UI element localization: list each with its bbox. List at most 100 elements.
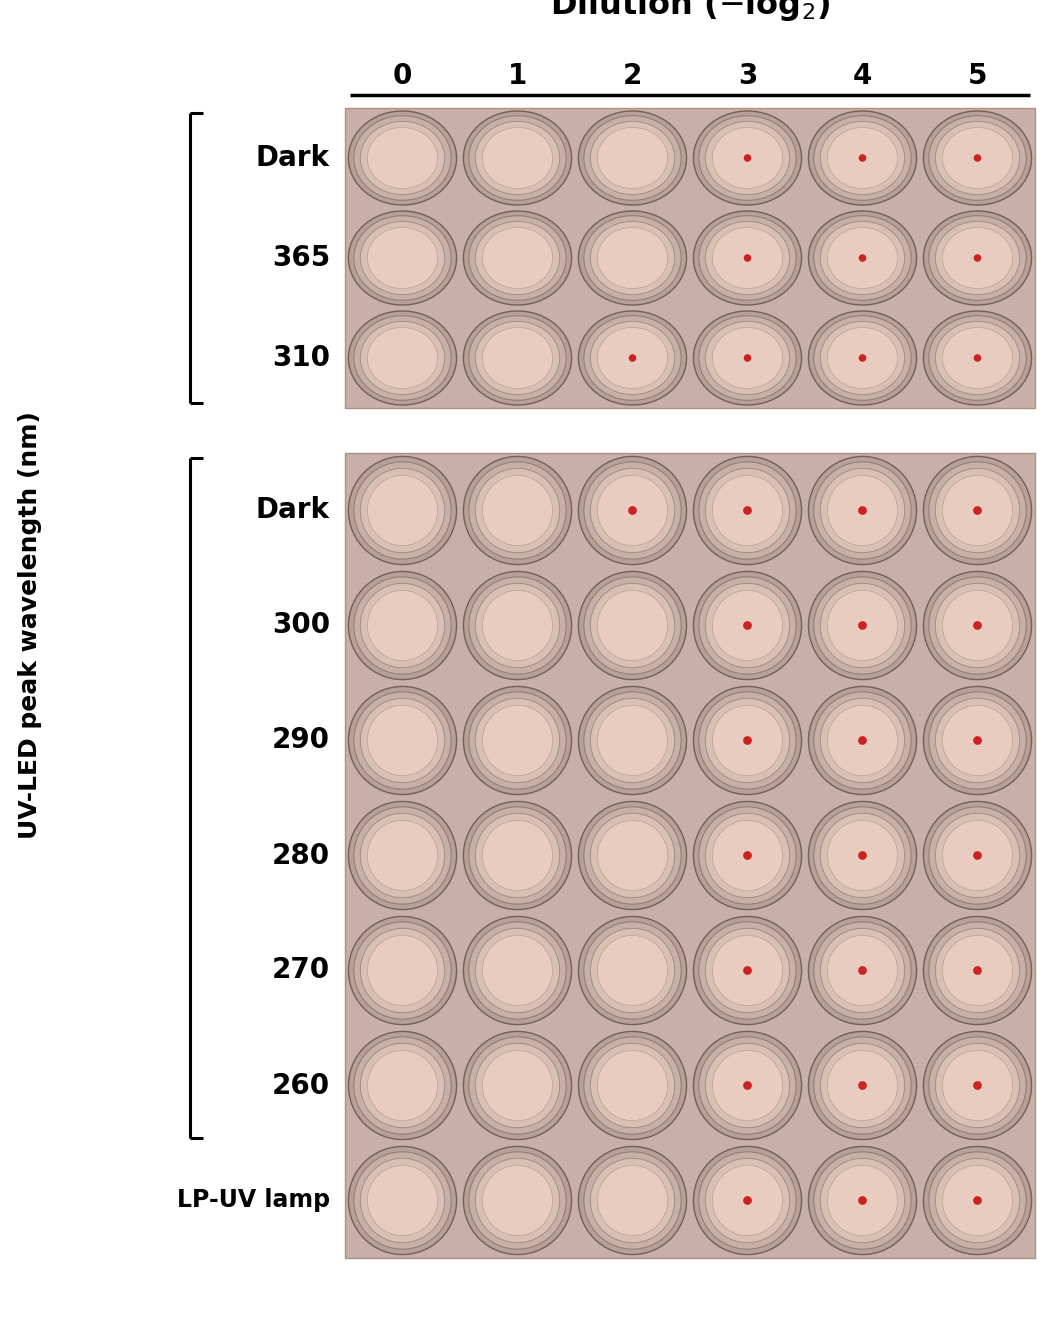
Ellipse shape [597, 1050, 667, 1120]
Ellipse shape [713, 476, 783, 546]
Ellipse shape [929, 807, 1026, 904]
Ellipse shape [597, 820, 667, 891]
Ellipse shape [808, 1032, 916, 1140]
Ellipse shape [821, 928, 904, 1012]
Ellipse shape [354, 1037, 451, 1135]
Ellipse shape [821, 699, 904, 783]
Ellipse shape [943, 1050, 1012, 1120]
Ellipse shape [354, 316, 451, 401]
Circle shape [629, 355, 636, 362]
Ellipse shape [929, 577, 1026, 673]
Ellipse shape [590, 699, 675, 783]
Ellipse shape [469, 461, 567, 559]
Ellipse shape [935, 221, 1020, 295]
Ellipse shape [578, 572, 686, 680]
Ellipse shape [827, 705, 898, 775]
Ellipse shape [584, 921, 681, 1019]
Ellipse shape [827, 228, 898, 289]
Text: 0: 0 [393, 62, 412, 90]
Ellipse shape [705, 221, 790, 295]
Ellipse shape [590, 322, 675, 394]
Ellipse shape [482, 705, 553, 775]
Ellipse shape [469, 577, 567, 673]
Ellipse shape [584, 1152, 681, 1249]
Ellipse shape [597, 476, 667, 546]
Ellipse shape [597, 128, 667, 188]
Ellipse shape [597, 327, 667, 389]
Ellipse shape [821, 121, 904, 195]
Ellipse shape [482, 936, 553, 1006]
Ellipse shape [578, 801, 686, 909]
Ellipse shape [929, 692, 1026, 789]
Ellipse shape [475, 322, 559, 394]
Ellipse shape [808, 311, 916, 405]
Ellipse shape [827, 936, 898, 1006]
Ellipse shape [814, 807, 911, 904]
Circle shape [973, 966, 982, 975]
Ellipse shape [354, 1152, 451, 1249]
Text: UV-LED peak wavelength (nm): UV-LED peak wavelength (nm) [18, 411, 42, 840]
Ellipse shape [705, 813, 790, 898]
Ellipse shape [935, 468, 1020, 552]
Ellipse shape [694, 211, 802, 304]
Text: 260: 260 [272, 1072, 330, 1099]
Circle shape [628, 506, 636, 515]
Ellipse shape [694, 916, 802, 1024]
Ellipse shape [590, 584, 675, 668]
Ellipse shape [482, 1165, 553, 1236]
Ellipse shape [348, 572, 456, 680]
Ellipse shape [713, 1050, 783, 1120]
Ellipse shape [475, 1044, 559, 1128]
Ellipse shape [705, 322, 790, 394]
Circle shape [858, 851, 867, 859]
Ellipse shape [584, 461, 681, 559]
Ellipse shape [705, 1044, 790, 1128]
Ellipse shape [367, 820, 437, 891]
Circle shape [973, 851, 982, 859]
Ellipse shape [935, 1044, 1020, 1128]
Ellipse shape [590, 468, 675, 552]
Ellipse shape [475, 928, 559, 1012]
Ellipse shape [348, 801, 456, 909]
Ellipse shape [475, 468, 559, 552]
Ellipse shape [367, 936, 437, 1006]
Ellipse shape [923, 572, 1031, 680]
Text: Dilution ($-$log$_2$): Dilution ($-$log$_2$) [550, 0, 830, 22]
Ellipse shape [360, 221, 445, 295]
Ellipse shape [923, 111, 1031, 206]
Ellipse shape [354, 921, 451, 1019]
Ellipse shape [464, 572, 572, 680]
Ellipse shape [367, 128, 437, 188]
Ellipse shape [590, 1044, 675, 1128]
Circle shape [743, 1081, 752, 1090]
Ellipse shape [929, 316, 1026, 401]
Circle shape [859, 154, 866, 162]
Ellipse shape [694, 572, 802, 680]
Ellipse shape [348, 1147, 456, 1255]
Bar [345, 453, 1035, 1257]
Ellipse shape [821, 221, 904, 295]
Ellipse shape [584, 316, 681, 401]
Ellipse shape [354, 461, 451, 559]
Circle shape [858, 506, 867, 515]
Ellipse shape [469, 807, 567, 904]
Ellipse shape [694, 801, 802, 909]
Text: LP-UV lamp: LP-UV lamp [177, 1189, 330, 1213]
Ellipse shape [469, 316, 567, 401]
Ellipse shape [808, 1147, 916, 1255]
Ellipse shape [808, 211, 916, 304]
Ellipse shape [713, 590, 783, 660]
Ellipse shape [482, 1050, 553, 1120]
Ellipse shape [464, 1032, 572, 1140]
Ellipse shape [354, 216, 451, 301]
Ellipse shape [808, 801, 916, 909]
Circle shape [743, 851, 752, 859]
Ellipse shape [699, 461, 796, 559]
Ellipse shape [584, 216, 681, 301]
Ellipse shape [713, 128, 783, 188]
Ellipse shape [694, 687, 802, 795]
Circle shape [743, 737, 752, 745]
Text: 5: 5 [968, 62, 987, 90]
Ellipse shape [705, 121, 790, 195]
Ellipse shape [469, 1037, 567, 1135]
